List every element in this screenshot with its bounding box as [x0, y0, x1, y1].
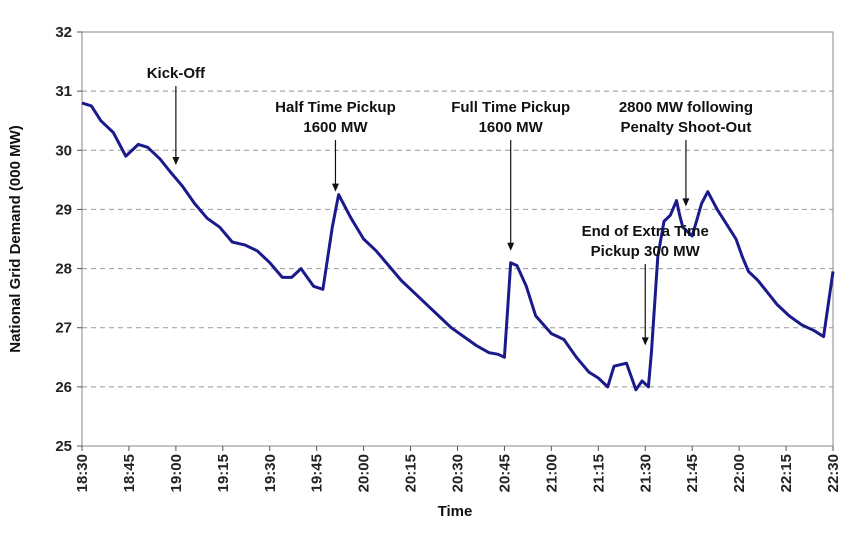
x-axis: 18:30 18:45 19:00 19:15 19:30 19:45 20:00 20:15…: [74, 446, 842, 492]
x-tick-label: 19:15: [215, 454, 232, 492]
annotation-label: 1600 MW: [303, 119, 368, 136]
annotation-label: Kick-Off: [147, 65, 206, 82]
plot-area: [81, 31, 834, 447]
annotation-label: 1600 MW: [479, 119, 544, 136]
y-tick-label: 31: [55, 83, 72, 100]
x-tick-label: 20:30: [450, 454, 467, 492]
annotation: End of Extra Time Pickup 300 MW: [582, 223, 709, 346]
y-axis: 25 26 27 28 29 30 31 32: [55, 24, 82, 455]
y-tick-label: 26: [55, 379, 72, 396]
annotation-label: Pickup 300 MW: [591, 243, 701, 260]
annotation-arrowhead: [641, 337, 649, 346]
y-axis-label: National Grid Demand (000 MW): [7, 125, 24, 353]
x-tick-label: 21:30: [637, 454, 654, 492]
x-tick-label: 20:15: [403, 454, 420, 492]
x-tick-label: 21:00: [543, 454, 560, 492]
x-tick-label: 18:45: [121, 454, 138, 492]
annotation-arrowhead: [682, 198, 690, 207]
x-tick-label: 19:45: [309, 454, 326, 492]
y-tick-label: 28: [55, 261, 72, 278]
demand-series-line: [81, 101, 835, 392]
y-tick-label: 32: [55, 24, 72, 41]
annotation-label: End of Extra Time: [582, 223, 709, 240]
annotation: Full Time Pickup 1600 MW: [451, 99, 570, 251]
annotation: 2800 MW following Penalty Shoot-Out: [619, 99, 753, 207]
annotation-arrowhead: [331, 183, 339, 192]
annotation-label: Full Time Pickup: [451, 99, 570, 116]
x-axis-label: Time: [438, 503, 473, 520]
annotation-arrowhead: [507, 242, 515, 251]
annotation: Half Time Pickup 1600 MW: [275, 99, 396, 192]
annotation: Kick-Off: [147, 65, 206, 165]
annotation-arrowhead: [172, 156, 180, 165]
x-tick-label: 21:45: [684, 454, 701, 492]
x-tick-label: 19:30: [262, 454, 279, 492]
x-tick-label: 22:30: [825, 454, 842, 492]
x-tick-label: 22:15: [778, 454, 795, 492]
x-tick-label: 18:30: [74, 454, 91, 492]
annotation-label: Penalty Shoot-Out: [621, 119, 752, 136]
x-tick-label: 19:00: [168, 454, 185, 492]
y-tick-label: 30: [55, 142, 72, 159]
x-tick-label: 21:15: [590, 454, 607, 492]
x-tick-label: 22:00: [731, 454, 748, 492]
x-tick-label: 20:00: [356, 454, 373, 492]
x-tick-label: 20:45: [496, 454, 513, 492]
gridlines: [82, 90, 833, 388]
y-tick-label: 29: [55, 201, 72, 218]
annotation-label: Half Time Pickup: [275, 99, 396, 116]
y-tick-label: 27: [55, 320, 72, 337]
annotation-label: 2800 MW following: [619, 99, 753, 116]
y-tick-label: 25: [55, 438, 72, 455]
